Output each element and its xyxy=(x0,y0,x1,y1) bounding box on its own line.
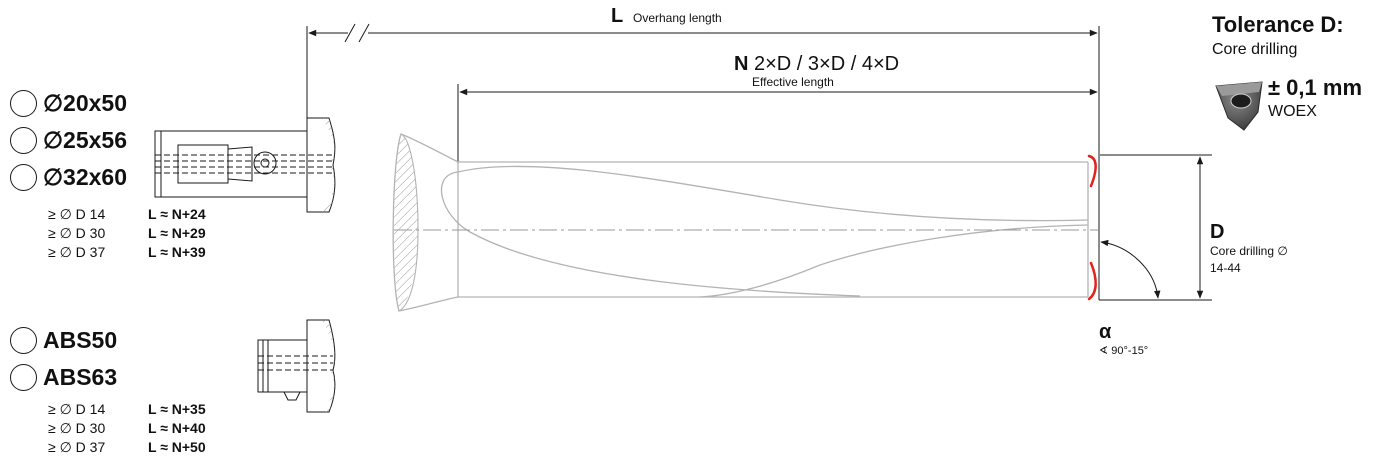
tolerance-title: Tolerance D: xyxy=(1212,12,1344,37)
spec-condition: ≥ ∅ D 30 xyxy=(48,419,106,436)
effective-caption: Effective length xyxy=(752,75,834,89)
spec-formula: L ≈ N+39 xyxy=(148,244,206,260)
cutting-edges xyxy=(1087,154,1097,301)
spec-row: ≥ ∅ D 37 L ≈ N+50 xyxy=(48,438,206,456)
diameter-caption: Core drilling ∅ xyxy=(1210,244,1288,258)
spec-condition: ≥ ∅ D 37 xyxy=(48,438,106,455)
spec-row: ≥ ∅ D 14 L ≈ N+35 xyxy=(48,400,206,418)
spec-row: ≥ ∅ D 30 L ≈ N+29 xyxy=(48,224,206,242)
tolerance-value: ± 0,1 mm xyxy=(1268,75,1363,100)
tolerance-subtitle: Core drilling xyxy=(1212,41,1298,58)
spec-formula: L ≈ N+29 xyxy=(148,225,206,241)
selection-circle[interactable] xyxy=(10,326,37,354)
selection-circle[interactable] xyxy=(10,89,37,117)
spec-condition: ≥ ∅ D 14 xyxy=(48,400,106,417)
option-shank-abs63[interactable]: ABS63 xyxy=(10,362,117,392)
angle-caption: ∢ 90°-15° xyxy=(1099,345,1149,357)
spec-condition: ≥ ∅ D 14 xyxy=(48,205,106,222)
drill-body xyxy=(392,133,1089,312)
option-shank-20x50[interactable]: ∅20x50 xyxy=(10,88,127,118)
effective-values: 2×D / 3×D / 4×D xyxy=(754,53,900,75)
option-label: ∅32x60 xyxy=(43,163,127,190)
option-label: ∅25x56 xyxy=(43,126,127,153)
spec-formula: L ≈ N+50 xyxy=(148,439,206,455)
spec-formula: L ≈ N+40 xyxy=(148,420,206,436)
selection-circle[interactable] xyxy=(10,363,37,391)
effective-letter: N xyxy=(734,53,749,75)
option-label: ABS50 xyxy=(43,326,118,353)
spec-row: ≥ ∅ D 14 L ≈ N+24 xyxy=(48,205,206,223)
abs-shank-drawing xyxy=(257,319,336,413)
overhang-dimension xyxy=(306,23,1100,300)
option-shank-abs50[interactable]: ABS50 xyxy=(10,325,117,355)
effective-dimension xyxy=(457,84,1098,162)
spec-condition: ≥ ∅ D 37 xyxy=(48,243,106,260)
option-shank-32x60[interactable]: ∅32x60 xyxy=(10,162,127,192)
angle-symbol: α xyxy=(1099,321,1112,343)
diameter-range: 14-44 xyxy=(1210,261,1241,275)
option-shank-25x56[interactable]: ∅25x56 xyxy=(10,125,127,155)
overhang-caption: Overhang length xyxy=(633,11,722,25)
spec-formula: L ≈ N+24 xyxy=(148,206,206,222)
spec-condition: ≥ ∅ D 30 xyxy=(48,224,106,241)
insert-name: WOEX xyxy=(1268,103,1317,120)
selection-circle[interactable] xyxy=(10,126,37,154)
option-label: ABS63 xyxy=(43,363,118,390)
woex-insert-icon xyxy=(1215,81,1263,131)
spec-row: ≥ ∅ D 37 L ≈ N+39 xyxy=(48,243,206,261)
diameter-letter: D xyxy=(1210,221,1225,243)
cylindrical-shank-drawing xyxy=(154,117,336,213)
break-mark-2 xyxy=(358,23,370,43)
diameter-dimension xyxy=(1100,154,1212,301)
spec-row: ≥ ∅ D 30 L ≈ N+40 xyxy=(48,419,206,437)
spec-formula: L ≈ N+35 xyxy=(148,401,206,417)
selection-circle[interactable] xyxy=(10,163,37,191)
angle-dimension xyxy=(1099,239,1165,301)
overhang-letter: L xyxy=(611,5,624,27)
option-label: ∅20x50 xyxy=(43,89,127,116)
break-mark-1 xyxy=(344,23,356,43)
